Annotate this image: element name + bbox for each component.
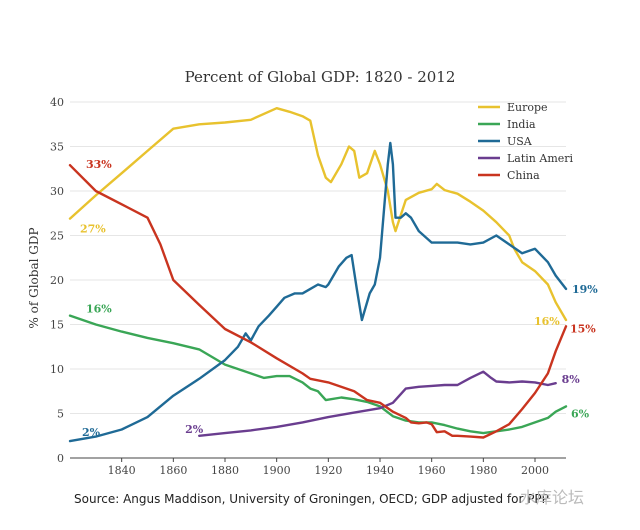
axes: 0 5 10 15 20 25 30 35 40 1840 1860 1880 1900 1920 1940… [50,96,566,477]
x-tick-label: 1880 [211,464,239,477]
x-tick-label: 1900 [263,464,291,477]
legend-label: USA [507,135,533,148]
y-tick-label: 40 [50,96,64,109]
y-tick-label: 30 [50,185,64,198]
x-tick-label: 2000 [521,464,549,477]
y-tick-label: 20 [50,274,64,287]
x-tick-label: 1980 [469,464,497,477]
y-tick-label: 15 [50,319,64,332]
watermark: 水库论坛 [520,488,585,507]
end-label: 16% [86,303,112,316]
x-tick-label: 1860 [159,464,187,477]
legend: Europe India USA Latin Ameri China [478,101,574,182]
y-tick-label: 25 [50,230,64,243]
end-label: 19% [572,283,598,296]
legend-label: China [507,169,540,182]
x-tick-label: 1840 [108,464,136,477]
series-line-usa [68,141,568,443]
gridlines [70,101,566,414]
source-note: Source: Angus Maddison, University of Gr… [74,492,549,506]
end-label: 8% [562,373,581,386]
series-line-europe [68,107,568,322]
series-line-latin-ameri [198,370,557,437]
end-labels: 27% 16% 16% 6% 2% 19% 2% 8% 33% 15% [80,158,598,439]
x-tick-label: 1940 [366,464,394,477]
end-label: 27% [80,223,106,236]
legend-label: India [507,118,536,131]
y-tick-label: 5 [57,408,64,421]
x-tick-label: 1960 [418,464,446,477]
y-tick-label: 10 [50,363,64,376]
y-tick-label: 35 [50,141,64,154]
end-label: 15% [570,322,596,335]
y-tick-label: 0 [57,452,64,465]
series-lines [68,107,568,443]
series-line-india [68,314,568,435]
end-label: 6% [571,407,590,420]
y-axis-label: % of Global GDP [27,227,41,328]
x-tick-label: 1920 [314,464,342,477]
chart-title: Percent of Global GDP: 1820 - 2012 [185,68,456,86]
series-line-china [68,164,568,439]
end-label: 2% [82,426,101,439]
end-label: 16% [534,315,560,328]
end-label: 33% [86,158,112,171]
end-label: 2% [185,423,204,436]
legend-label: Europe [507,101,548,114]
legend-label: Latin Ameri [507,152,574,165]
